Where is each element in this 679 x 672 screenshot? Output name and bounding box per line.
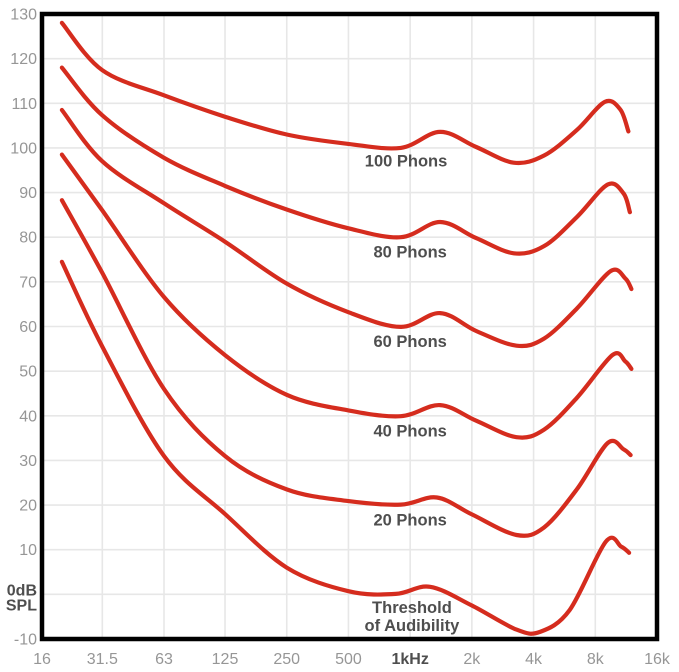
x-tick-label: 2k [463,651,481,668]
x-tick-label: 16k [644,651,671,668]
y-tick-label: 100 [10,140,37,157]
y-tick-label: 10 [19,542,37,559]
y-tick-label: 70 [19,274,37,291]
x-tick-label: 4k [525,651,543,668]
y-tick-label: 50 [19,364,37,381]
x-tick-label: 8k [587,651,605,668]
y-tick-label-unit: SPL [6,597,37,614]
y-tick-label: 30 [19,453,37,470]
curve-60-phons [59,107,634,349]
curve-label: 80 Phons [373,243,446,261]
y-tick-label: 80 [19,230,37,247]
curve-40-phons [59,152,634,440]
curve-label: 100 Phons [365,153,448,171]
y-tick-label: 120 [10,51,37,68]
y-tick-label: 90 [19,185,37,202]
curves-layer [59,20,634,636]
y-tick-label-unit: 0dB [7,582,37,599]
y-tick-label: 40 [19,408,37,425]
x-tick-label: 250 [273,651,300,668]
x-tick-label: 125 [212,651,239,668]
curve-label: 20 Phons [373,512,446,530]
y-tick-label: 60 [19,319,37,336]
x-tick-label: 1kHz [391,651,428,668]
curve-20-phons [59,198,633,538]
plot-border [39,11,660,642]
x-axis-labels: 16 31.5 63 125 250 500 1kHz 2k 4k 8k 16k [33,651,671,668]
y-tick-label: -10 [14,632,37,649]
curve-label: of Audibility [365,617,461,635]
y-tick-label: 20 [19,498,37,515]
y-tick-label: 130 [10,7,37,24]
curve-labels-layer: 100 Phons 80 Phons 60 Phons 40 Phons 20 Phon… [365,153,461,635]
x-tick-label: 16 [33,651,51,668]
x-tick-label: 63 [155,651,173,668]
x-tick-label: 500 [335,651,362,668]
curve-80-phons [59,65,632,256]
curve-label: 60 Phons [373,333,446,351]
grid-layer [42,14,657,639]
curve-label: Threshold [372,599,452,617]
curve-100-phons [59,20,631,166]
y-tick-label: 110 [11,96,37,113]
curve-threshold-of-audibility [59,259,632,636]
curve-label: 40 Phons [373,422,446,440]
x-tick-label: 31.5 [87,651,118,668]
